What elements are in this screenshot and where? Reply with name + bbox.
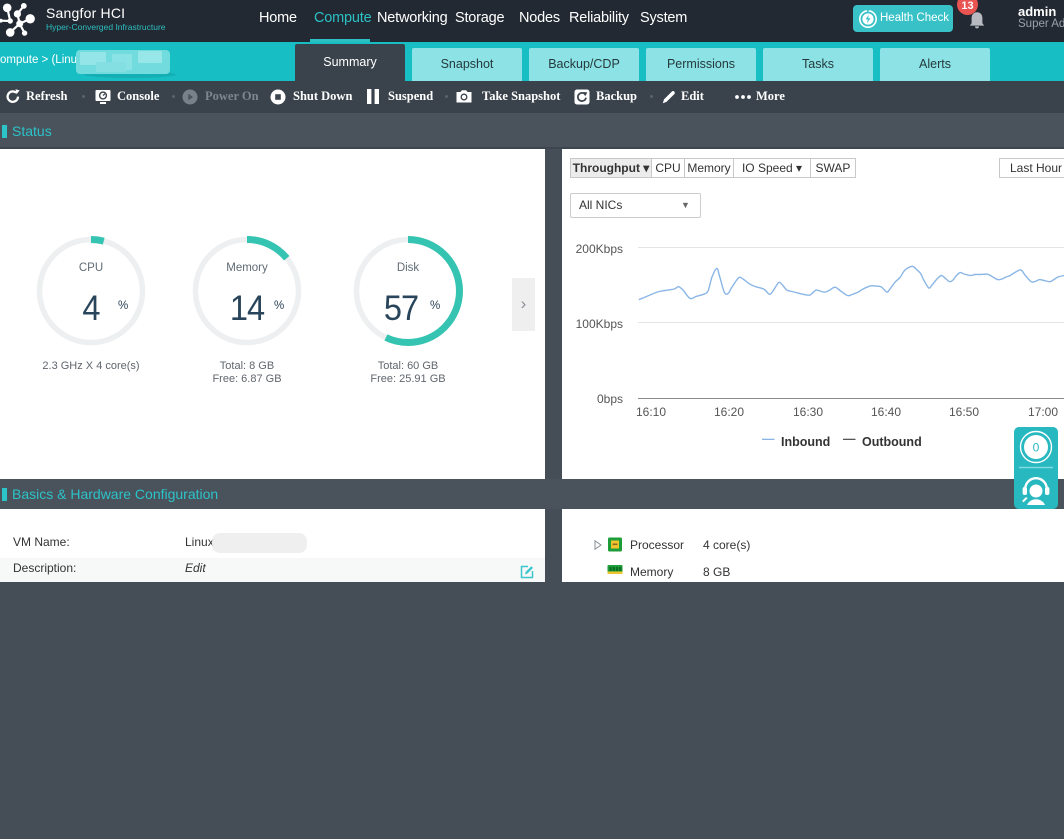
svg-text:0: 0 (1033, 441, 1040, 455)
